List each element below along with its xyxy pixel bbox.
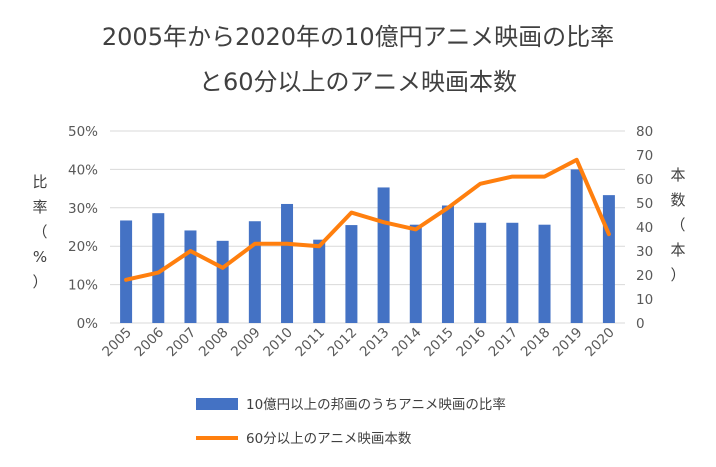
right-tick-label: 50	[636, 196, 653, 212]
right-axis-label-char: 数	[670, 191, 685, 209]
bar-2012	[345, 225, 358, 323]
x-tick-label: 2010	[260, 325, 296, 361]
left-tick-label: 10%	[68, 278, 98, 294]
right-axis-label-char: （	[670, 216, 685, 234]
right-tick-label: 10	[636, 292, 653, 308]
right-tick-label: 60	[636, 172, 653, 188]
right-axis-ticks: 0 10 20 30 40 50 60 70 80	[636, 124, 653, 332]
x-tick-label: 2018	[518, 325, 554, 361]
line-path	[124, 157, 611, 282]
right-axis-label-char: 本	[670, 166, 685, 184]
right-tick-label: 70	[636, 148, 653, 164]
bar-2007	[184, 230, 197, 323]
legend-line-label: 60分以上のアニメ映画本数	[246, 431, 412, 447]
left-tick-label: 30%	[68, 201, 98, 217]
bar-2011	[313, 239, 326, 323]
x-tick-label: 2015	[421, 325, 457, 361]
bar-2010	[281, 203, 294, 323]
right-tick-label: 40	[636, 220, 653, 236]
left-tick-label: 0%	[77, 316, 99, 332]
left-tick-label: 20%	[68, 239, 98, 255]
chart-title-line-2: と60分以上のアニメ映画本数	[199, 68, 517, 96]
left-axis-label-char: （	[32, 223, 47, 241]
left-axis-ticks: 0% 10% 20% 30% 40% 50%	[68, 124, 98, 332]
right-axis-label-char: ）	[670, 266, 685, 284]
x-tick-label: 2012	[325, 325, 361, 361]
line-series	[124, 157, 611, 282]
left-tick-label: 50%	[68, 124, 98, 140]
left-axis-label: 比率 （% ）	[32, 173, 47, 291]
legend-bar-swatch	[196, 398, 238, 410]
chart-title-line-1: 2005年から2020年の10億円アニメ映画の比率	[102, 23, 614, 51]
bar-2013	[377, 187, 390, 323]
bar-2008	[216, 240, 229, 323]
x-tick-label: 2014	[389, 325, 425, 361]
right-tick-label: 80	[636, 124, 653, 140]
left-axis-label-char: %	[33, 248, 47, 266]
right-axis-label: 本数（本）	[670, 166, 685, 284]
x-tick-label: 2006	[132, 325, 168, 361]
left-axis-label-char: 率	[32, 198, 47, 216]
x-tick-label: 2016	[453, 325, 489, 361]
x-tick-label: 2013	[357, 325, 393, 361]
x-tick-label: 2019	[550, 325, 586, 361]
x-tick-label: 2020	[582, 325, 618, 361]
legend[interactable]: 10億円以上の邦画のうちアニメ映画の比率 60分以上のアニメ映画本数	[196, 396, 506, 447]
bar-2017	[506, 222, 519, 323]
right-tick-label: 0	[636, 316, 645, 332]
x-tick-label: 2017	[486, 325, 522, 361]
bar-2015	[441, 205, 454, 323]
bar-2009	[248, 221, 261, 323]
bar-2005	[120, 220, 133, 323]
x-tick-label: 2009	[228, 325, 264, 361]
left-tick-label: 40%	[68, 162, 98, 178]
bar-2020	[602, 195, 615, 323]
right-axis-label-char: 本	[670, 241, 685, 259]
bar-2016	[474, 222, 487, 323]
right-tick-label: 30	[636, 244, 653, 260]
bar-2014	[409, 224, 422, 323]
x-tick-label: 2008	[196, 325, 232, 361]
bar-2006	[152, 213, 165, 323]
x-tick-label: 2005	[99, 325, 135, 361]
bar-series	[120, 169, 615, 323]
bar-2019	[570, 169, 583, 323]
x-axis-ticks: 2005200620072008200920102011201220132014…	[99, 325, 617, 361]
right-tick-label: 20	[636, 268, 653, 284]
x-tick-label: 2011	[292, 325, 328, 361]
left-axis-label-char: 比	[32, 173, 47, 191]
x-tick-label: 2007	[164, 325, 200, 361]
legend-bar-label: 10億円以上の邦画のうちアニメ映画の比率	[246, 396, 506, 413]
bar-2018	[538, 224, 551, 323]
left-axis-label-char: ）	[32, 273, 47, 291]
